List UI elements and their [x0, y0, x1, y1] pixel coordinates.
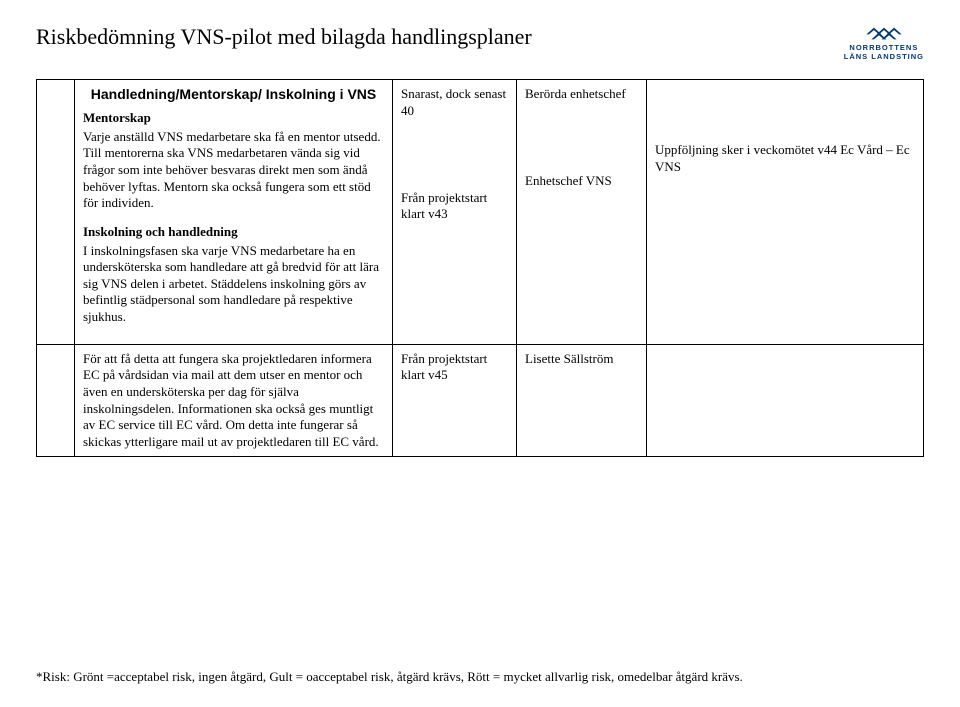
org-logo: NORRBOTTENS LÄNS LANDSTING: [844, 20, 924, 61]
cell-description-1: Handledning/Mentorskap/ Inskolning i VNS…: [75, 80, 393, 344]
cell-timing-1: Snarast, dock senast 40 Från projektstar…: [393, 80, 517, 344]
responsible-row1: Enhetschef VNS: [525, 173, 638, 190]
paragraph-mentorskap: Varje anställd VNS medarbetare ska få en…: [83, 129, 384, 212]
page-title: Riskbedömning VNS-pilot med bilagda hand…: [36, 24, 532, 50]
followup-text: Uppföljning sker i veckomötet v44 Ec Vår…: [655, 142, 915, 175]
risk-legend-footnote: *Risk: Grönt =acceptabel risk, ingen åtg…: [36, 669, 743, 685]
cell-followup-2: [647, 344, 924, 457]
subhead-inskolning: Inskolning och handledning: [83, 224, 384, 241]
logo-text-line2: LÄNS LANDSTING: [844, 52, 924, 61]
paragraph-inskolning: I inskolningsfasen ska varje VNS medarbe…: [83, 243, 384, 326]
subhead-mentorskap: Mentorskap: [83, 110, 384, 127]
risk-table: Handledning/Mentorskap/ Inskolning i VNS…: [36, 79, 924, 457]
cell-description-2: För att få detta att fungera ska projekt…: [75, 344, 393, 457]
timing-row1: Från projektstart klart v43: [401, 190, 508, 223]
timing-row0: Snarast, dock senast 40: [401, 86, 508, 119]
norrbotten-logo-icon: [863, 20, 905, 42]
cell-timing-2: Från projektstart klart v45: [393, 344, 517, 457]
paragraph-process: För att få detta att fungera ska projekt…: [83, 351, 384, 451]
cell-responsible-2: Lisette Sällström: [517, 344, 647, 457]
responsible-row0: Berörda enhetschef: [525, 86, 638, 103]
cell-followup-1: Uppföljning sker i veckomötet v44 Ec Vår…: [647, 80, 924, 344]
cell-responsible-1: Berörda enhetschef Enhetschef VNS: [517, 80, 647, 344]
section-heading: Handledning/Mentorskap/ Inskolning i VNS: [83, 86, 384, 104]
cell-empty-left-1: [37, 80, 75, 344]
cell-empty-left-2: [37, 344, 75, 457]
